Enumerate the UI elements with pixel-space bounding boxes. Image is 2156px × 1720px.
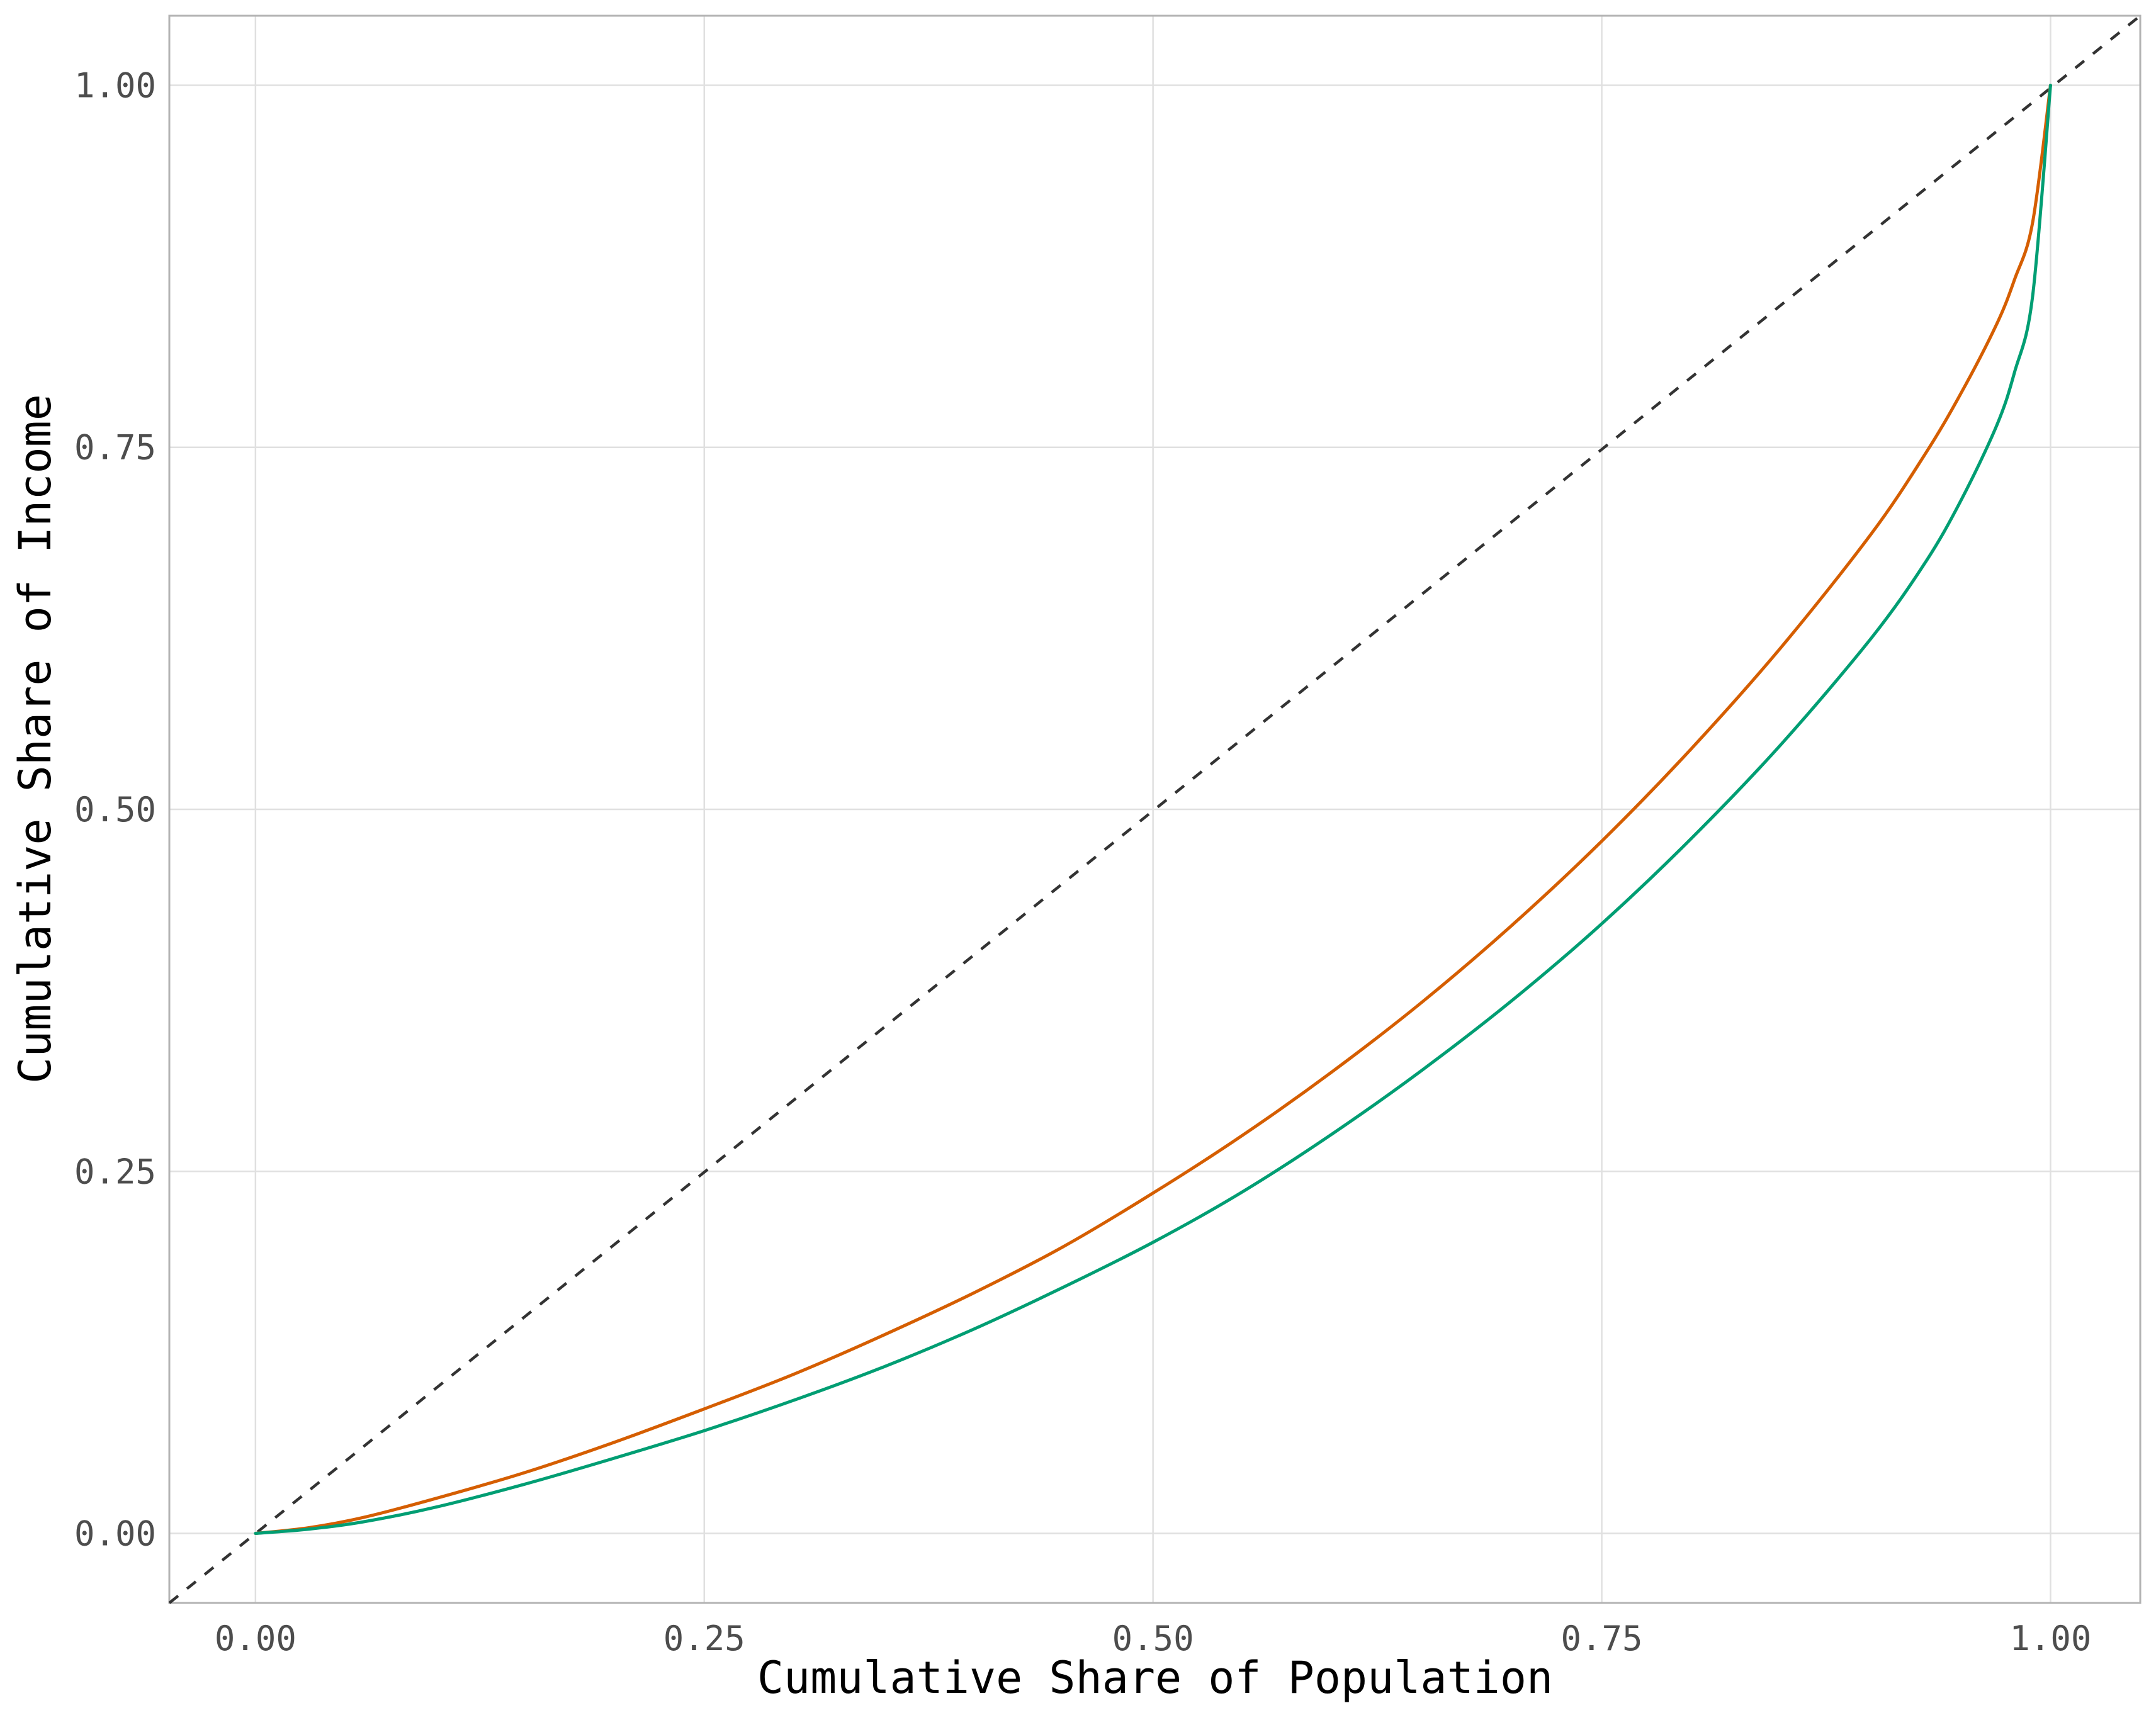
x-tick-label: 1.00 xyxy=(2009,1619,2091,1658)
x-tick-label: 0.50 xyxy=(1112,1619,1194,1658)
y-tick-label: 0.00 xyxy=(74,1514,156,1554)
reference-line-layer xyxy=(168,14,2142,1604)
series-line-1 xyxy=(254,84,2052,1535)
panel-border xyxy=(168,14,2142,1604)
equality-reference-line xyxy=(168,14,2142,1604)
x-tick-labels: 0.00 0.25 0.50 0.75 1.00 xyxy=(215,1619,2092,1658)
y-tick-label: 0.25 xyxy=(74,1152,156,1191)
series-layer xyxy=(254,84,2052,1535)
x-axis-title: Cumulative Share of Population xyxy=(757,1652,1553,1704)
x-tick-label: 0.00 xyxy=(215,1619,296,1658)
x-tick-label: 0.25 xyxy=(663,1619,745,1658)
y-axis-title: Cumulative Share of Income xyxy=(9,394,61,1084)
y-tick-label: 0.75 xyxy=(74,428,156,468)
series-line-2 xyxy=(254,84,2052,1535)
y-tick-label: 0.50 xyxy=(74,790,156,829)
y-tick-label: 1.00 xyxy=(74,65,156,105)
grid-layer xyxy=(169,16,2140,1603)
x-tick-label: 0.75 xyxy=(1561,1619,1643,1658)
y-tick-labels: 0.00 0.25 0.50 0.75 1.00 xyxy=(74,65,156,1553)
